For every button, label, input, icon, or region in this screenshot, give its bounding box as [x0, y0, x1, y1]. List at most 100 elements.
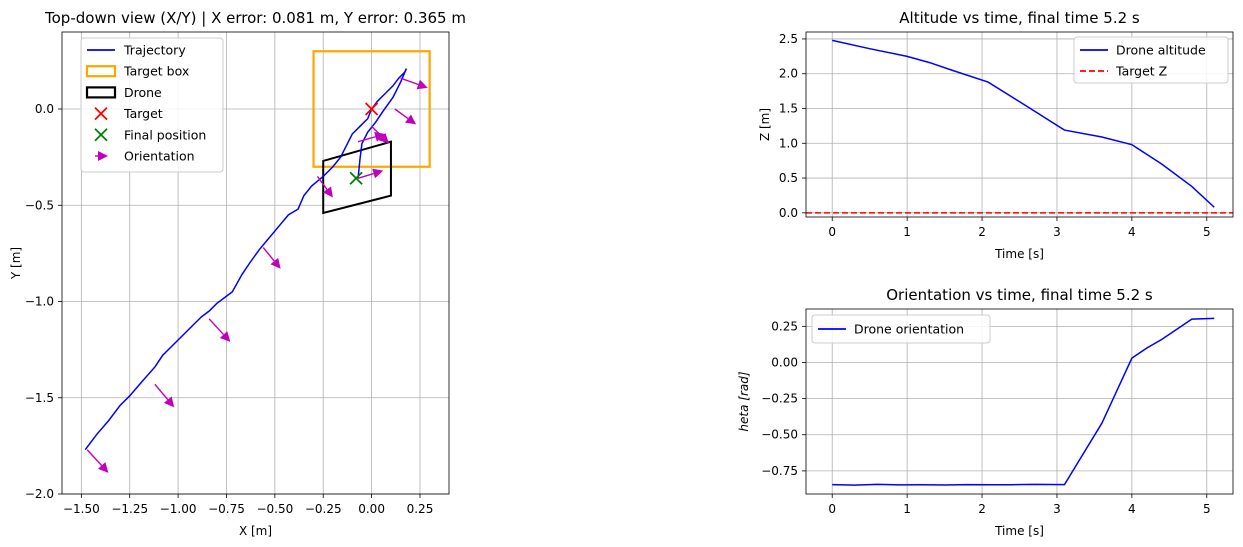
x-tick-label: 0.25	[407, 502, 434, 516]
y-tick-label: −1.5	[25, 391, 54, 405]
legend-x-swatch-stroke	[94, 128, 108, 142]
legend-arrow-swatch	[95, 151, 108, 161]
legend-frame	[811, 314, 991, 344]
legend-frame	[80, 37, 224, 173]
chart-title: Orientation vs time, final time 5.2 s	[886, 286, 1153, 304]
y-tick-label: 0.0	[35, 102, 54, 116]
legend-x-swatch	[94, 106, 108, 121]
orientation-arrow-head	[416, 79, 428, 90]
legend-item: Final position	[94, 127, 206, 142]
orientation-arrow-shaft	[86, 449, 103, 466]
plot-area	[84, 50, 431, 473]
legend-item: Trajectory	[87, 43, 186, 58]
orientation-arrow-shaft	[394, 108, 409, 120]
legend-label: Drone altitude	[1116, 43, 1206, 58]
chart-title: Top-down view (X/Y) | X error: 0.081 m, …	[44, 9, 466, 27]
orientation-arrow	[86, 449, 109, 473]
orientation-arrow	[316, 175, 333, 198]
x-tick-label: 1	[903, 225, 911, 239]
x-tick-label: 1	[903, 502, 911, 516]
y-tick-label: −1.0	[25, 295, 54, 309]
series-line-0	[832, 317, 1215, 486]
final-position-marker	[349, 171, 363, 185]
orientation-arrow-shaft	[316, 175, 328, 190]
orientation-arrow-shaft	[400, 77, 419, 86]
orientation-arrow-shaft	[357, 136, 376, 143]
trajectory-line	[84, 68, 408, 451]
orientation-arrow	[154, 383, 175, 408]
x-tick-label: 4	[1128, 225, 1136, 239]
legend: Trajectory Target box Drone Target Final pos…	[80, 37, 224, 173]
y-tick-label: 0.0	[779, 206, 798, 220]
orientation-arrow-shaft	[262, 247, 275, 262]
x-tick-label: −1.25	[111, 502, 148, 516]
chart-title: Altitude vs time, final time 5.2 s	[899, 9, 1140, 27]
orientation-arrow-head	[270, 257, 281, 269]
y-tick-label: 2.0	[779, 67, 798, 81]
x-tick-label: 0	[828, 225, 836, 239]
legend-item: Drone altitude	[1080, 43, 1206, 58]
series-line-0	[832, 39, 1215, 208]
orientation-arrow	[262, 247, 281, 269]
orientation-arrow-shaft	[208, 318, 225, 336]
axes-orientation: 0 1 2 3 4 5 −0.75 −0.50 −0.25 0.00 0.25 Orientation…	[737, 286, 1234, 538]
x-tick-label: 0.00	[358, 502, 385, 516]
x-tick-label: −0.50	[256, 502, 293, 516]
legend-x-swatch-stroke	[94, 106, 108, 121]
drone-box	[322, 140, 392, 215]
orientation-arrow-head	[322, 186, 333, 198]
plot-area	[832, 317, 1215, 486]
legend-label: Target box	[123, 64, 189, 79]
x-tick-label: 0	[828, 502, 836, 516]
legend: Drone altitude Target Z	[1073, 36, 1229, 84]
legend-label: Target	[123, 106, 163, 121]
orientation-arrow-shaft	[357, 172, 374, 179]
x-tick-label: 2	[978, 225, 986, 239]
target-box	[312, 50, 431, 168]
legend-frame	[1073, 36, 1229, 84]
y-tick-label: −2.0	[25, 487, 54, 501]
orientation-arrow	[357, 168, 384, 179]
orientation-arrow-shaft	[154, 383, 169, 401]
x-tick-label: 2	[978, 502, 986, 516]
target-marker	[364, 102, 379, 116]
legend-box-swatch	[85, 86, 117, 99]
x-axis-label: Time [s]	[994, 524, 1044, 538]
legend-box-swatch	[85, 65, 117, 78]
y-axis-label: heta [rad]	[737, 371, 751, 431]
orientation-arrow-head	[372, 168, 384, 179]
y-axis-label: Y [m]	[9, 247, 23, 280]
x-axis-label: X [m]	[239, 524, 272, 538]
legend-label: Drone orientation	[854, 322, 964, 337]
y-axis-label: Z [m]	[758, 108, 772, 141]
final-position-marker-stroke	[349, 171, 363, 185]
orientation-arrow	[394, 108, 417, 125]
legend-label: Drone	[124, 85, 162, 100]
orientation-arrow	[208, 318, 231, 342]
x-tick-label: −1.00	[160, 502, 197, 516]
orientation-arrow-head	[219, 331, 231, 342]
x-tick-label: −0.25	[305, 502, 342, 516]
legend-label: Target Z	[1115, 64, 1167, 79]
x-tick-label: −0.75	[208, 502, 245, 516]
y-tick-label: 0.00	[771, 355, 798, 369]
legend-x-swatch	[94, 128, 108, 142]
legend-label: Orientation	[124, 149, 195, 164]
y-tick-label: 0.5	[779, 171, 798, 185]
orientation-arrow-head	[97, 462, 109, 473]
axes-altitude: 0 1 2 3 4 5 0.0 0.5 1.0 1.5 2.0 2.5 Altitude vs time…	[758, 9, 1234, 261]
y-tick-label: −0.5	[25, 198, 54, 212]
legend-item: Orientation	[95, 149, 195, 164]
legend-arrow-swatch-head	[98, 151, 108, 161]
y-tick-label: 1.0	[779, 136, 798, 150]
axes-frame	[61, 31, 450, 495]
x-axis-label: Time [s]	[994, 247, 1044, 261]
orientation-arrow-head	[163, 396, 175, 408]
x-tick-label: 4	[1128, 502, 1136, 516]
orientation-arrow-head	[405, 114, 417, 125]
orientation-arrow-head	[374, 131, 386, 142]
y-tick-label: 2.5	[779, 32, 798, 46]
x-tick-label: 3	[1053, 502, 1061, 516]
x-tick-label: −1.50	[63, 502, 100, 516]
